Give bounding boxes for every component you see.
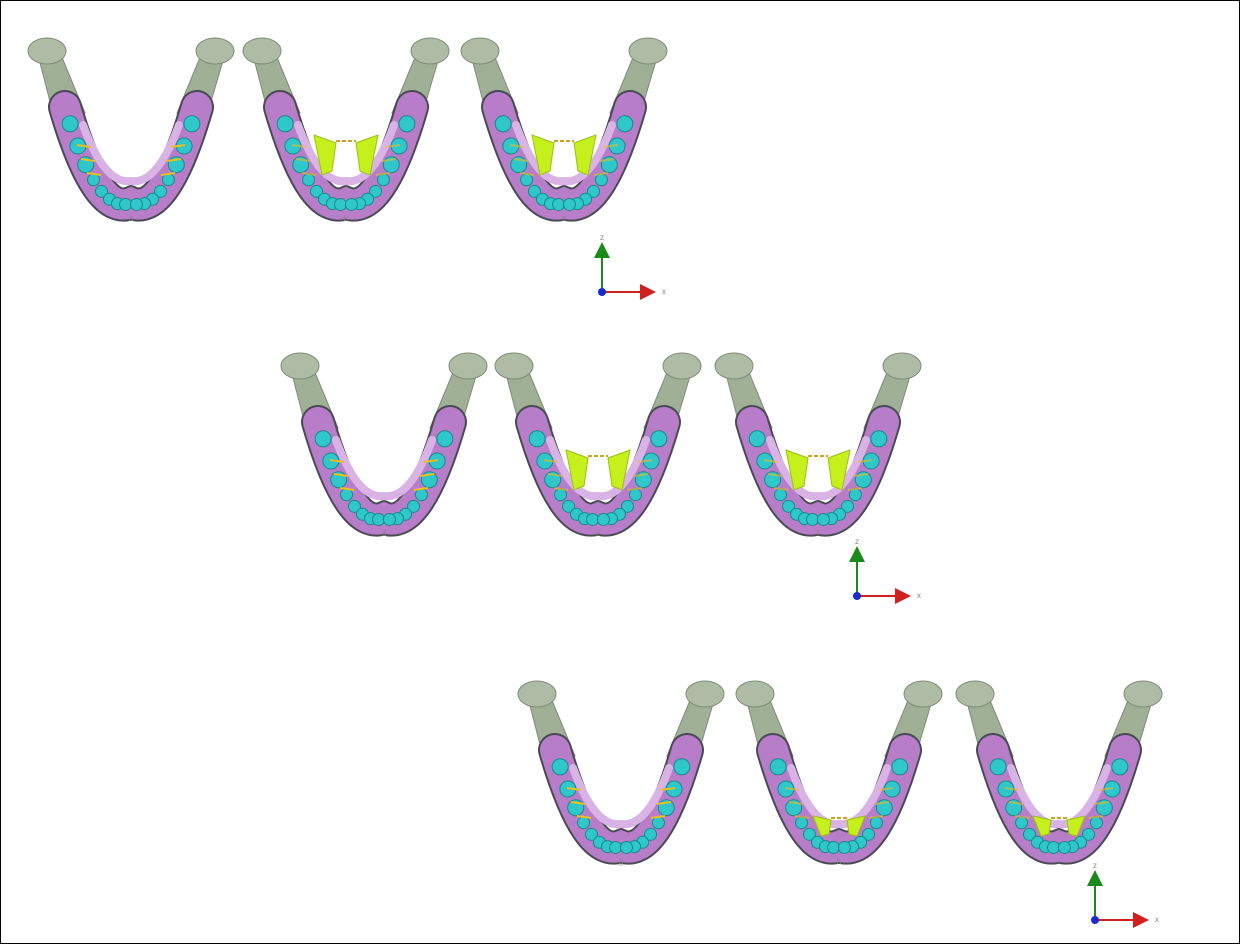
axis-label: x <box>662 287 666 296</box>
implant-detail <box>532 135 596 175</box>
mandible-model <box>243 38 449 210</box>
implant-detail <box>786 450 850 490</box>
panel-label: a <box>129 214 134 223</box>
mandible-model <box>461 38 667 210</box>
mandible-panel <box>243 38 449 210</box>
axis-label: z <box>600 233 604 242</box>
panel-label: e <box>596 529 601 538</box>
mandible-panel <box>518 681 724 853</box>
mandible-model <box>28 38 234 210</box>
mandible-model <box>495 353 701 525</box>
mandible-model <box>281 353 487 525</box>
panel-label: i <box>1058 857 1060 866</box>
mandible-panel <box>281 353 487 525</box>
axis-origin <box>598 288 606 296</box>
panel-label: c <box>562 214 566 223</box>
mandible-model <box>736 681 942 853</box>
mandible-model <box>518 681 724 853</box>
mandible-panel <box>461 38 667 210</box>
mandible-panel <box>715 353 921 525</box>
panel-label: b <box>344 214 349 223</box>
axis-label: z <box>1093 861 1097 870</box>
mandible-panel <box>736 681 942 853</box>
panel-label: h <box>837 857 841 866</box>
mandible-panel <box>28 38 234 210</box>
axis-label: x <box>917 591 921 600</box>
panel-label: g <box>619 857 623 866</box>
axis-label: z <box>855 537 859 546</box>
implant-detail <box>566 450 630 490</box>
axis-label: x <box>1155 915 1159 924</box>
mandible-model <box>956 681 1162 853</box>
axis-origin <box>853 592 861 600</box>
figure: abczxdefzxghizx <box>0 0 1240 944</box>
implant-detail <box>314 135 378 175</box>
mandible-model <box>715 353 921 525</box>
mandible-panel <box>495 353 701 525</box>
mandible-panel <box>956 681 1162 853</box>
axis-origin <box>1091 916 1099 924</box>
panel-label: d <box>382 529 386 538</box>
